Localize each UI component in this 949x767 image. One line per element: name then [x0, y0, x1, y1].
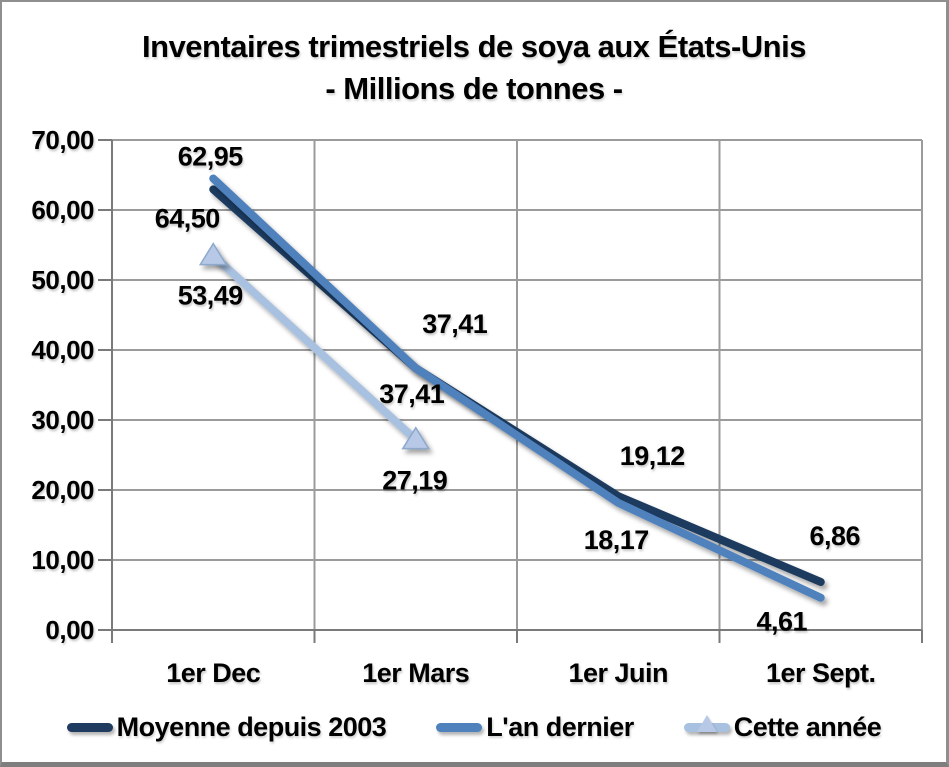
- triangle-marker-icon: [401, 426, 431, 450]
- triangle-marker-icon: [198, 242, 228, 266]
- y-axis-tick-label: 10,00: [31, 545, 94, 575]
- legend-line-sample: [436, 723, 483, 732]
- data-point-label: 18,17: [584, 525, 649, 555]
- triangle-marker-icon: [696, 715, 717, 732]
- legend-item-moyenne-depuis-2003: Moyenne depuis 2003: [66, 711, 387, 743]
- y-axis-tick-label: 20,00: [31, 475, 94, 505]
- chart-title-line2: - Millions de tonnes -: [325, 71, 623, 106]
- data-point-label: 37,41: [422, 309, 488, 339]
- data-point-label: 6,86: [809, 521, 860, 551]
- legend-item-cette-annee: Cette année: [683, 711, 882, 743]
- series-line-cette-ann-e: [209, 251, 420, 444]
- chart-title: Inventaires trimestriels de soya aux Éta…: [2, 26, 946, 110]
- chart-title-line1: Inventaires trimestriels de soya aux Éta…: [142, 29, 806, 64]
- data-point-label: 19,12: [620, 441, 685, 471]
- data-point-label: 62,95: [178, 141, 244, 171]
- x-axis-category-label: 1er Sept.: [766, 658, 876, 688]
- legend-item-l-an-dernier: L'an dernier: [436, 711, 634, 743]
- x-axis-category-label: 1er Mars: [362, 658, 469, 688]
- legend-label: Moyenne depuis 2003: [116, 711, 387, 742]
- series-line-l-an-dernier: [209, 174, 825, 602]
- data-point-label: 64,50: [155, 204, 220, 234]
- y-axis-tick-label: 40,00: [31, 335, 94, 365]
- line-swatch-icon: [66, 717, 113, 737]
- data-point-label: 4,61: [756, 607, 807, 637]
- x-axis-category-label: 1er Dec: [166, 658, 261, 688]
- y-axis-tick-label: 30,00: [31, 405, 94, 435]
- y-axis-tick-label: 70,00: [31, 125, 94, 155]
- y-axis-tick-label: 50,00: [31, 265, 94, 295]
- line-triangle-swatch-icon: [683, 715, 730, 737]
- data-point-label: 37,41: [379, 379, 445, 409]
- data-point-label: 53,49: [178, 281, 244, 311]
- y-axis-tick-label: 60,00: [31, 195, 94, 225]
- line-swatch-icon: [436, 717, 483, 737]
- legend-line-sample: [66, 723, 113, 732]
- x-axis-category-label: 1er Juin: [568, 658, 668, 688]
- y-axis-tick-label: 0,00: [45, 615, 94, 645]
- legend-label: Cette année: [733, 711, 882, 742]
- legend-label: L'an dernier: [486, 711, 634, 742]
- chart-legend: Moyenne depuis 2003 L'an dernier Cette a…: [2, 703, 946, 751]
- data-point-label: 27,19: [382, 466, 448, 496]
